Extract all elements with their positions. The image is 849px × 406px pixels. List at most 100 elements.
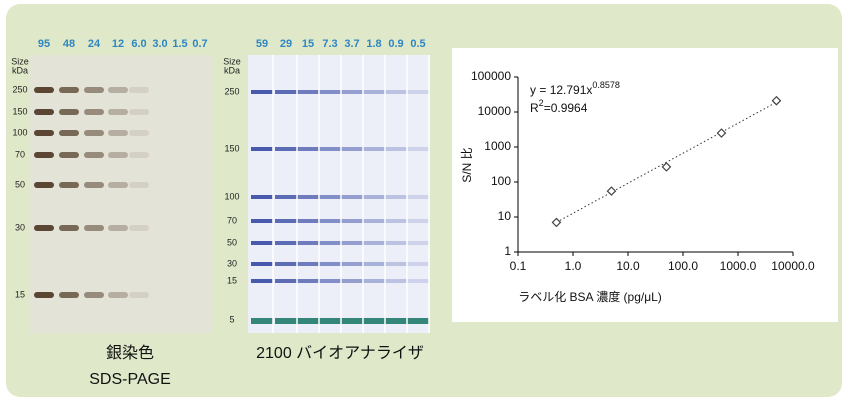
gel-band	[385, 279, 407, 283]
gel-band	[84, 182, 104, 188]
gel-band	[251, 195, 273, 199]
lane-label: 7.3	[322, 38, 337, 50]
gel-band	[297, 262, 319, 266]
gel-band	[385, 241, 407, 245]
gel-band	[251, 279, 273, 283]
gel-band	[319, 318, 341, 324]
size-label: 50	[227, 237, 237, 247]
gel-band	[363, 279, 385, 283]
size-label: 30	[15, 222, 25, 232]
equation-part: =	[544, 101, 551, 115]
size-label: 70	[227, 215, 237, 225]
equation-part: 0.8578	[592, 80, 620, 90]
gel-band	[297, 147, 319, 151]
gel-band	[251, 147, 273, 151]
gel-band	[108, 109, 128, 115]
gel-band	[59, 292, 79, 298]
gel-band	[251, 318, 273, 324]
gel-band	[363, 147, 385, 151]
gel-band	[59, 130, 79, 136]
gel-band	[297, 90, 319, 94]
gel-band	[341, 90, 363, 94]
size-label: 5	[229, 314, 234, 324]
y-tick-label: 10	[498, 209, 512, 223]
gel-band	[319, 219, 341, 223]
gel-band	[385, 318, 407, 324]
gel-band	[129, 152, 149, 158]
gel-band	[251, 90, 273, 94]
gel-band	[84, 292, 104, 298]
x-tick-label: 10.0	[616, 259, 640, 273]
equation-part: 12.791	[550, 83, 587, 97]
lane-label: 6.0	[131, 38, 146, 50]
gel-band	[275, 90, 297, 94]
gel-band	[34, 87, 54, 93]
gel-band	[341, 262, 363, 266]
gel-band	[84, 152, 104, 158]
y-tick-label: 10000	[478, 104, 512, 118]
gel-band	[407, 262, 429, 266]
gel-band	[319, 241, 341, 245]
lane-label: 0.5	[410, 38, 425, 50]
gel-band	[297, 219, 319, 223]
size-header: kDa	[12, 65, 28, 75]
gel-band	[341, 241, 363, 245]
gel-band	[129, 292, 149, 298]
size-label: 70	[15, 149, 25, 159]
gel-band	[34, 225, 54, 231]
gel-band	[319, 262, 341, 266]
gel-band	[59, 87, 79, 93]
size-label: 30	[227, 258, 237, 268]
gel-band	[59, 182, 79, 188]
x-tick-label: 0.1	[510, 259, 527, 273]
gel-band	[59, 152, 79, 158]
size-label: 150	[224, 143, 239, 153]
gel-band	[319, 90, 341, 94]
gel-band	[407, 147, 429, 151]
gel-band	[407, 195, 429, 199]
gel-band	[275, 195, 297, 199]
gel-band	[297, 279, 319, 283]
lane-label: 0.9	[388, 38, 403, 50]
lane-label: 0.7	[192, 38, 207, 50]
lane-label: 3.0	[152, 38, 167, 50]
gel-band	[385, 262, 407, 266]
gel-band	[363, 90, 385, 94]
lane-label: 24	[88, 38, 101, 50]
gel-band	[108, 152, 128, 158]
gel-band	[319, 279, 341, 283]
gel-band	[251, 262, 273, 266]
x-tick-label: 10000.0	[771, 259, 815, 273]
gel-bioanalyzer	[248, 55, 430, 333]
gel-band	[341, 195, 363, 199]
gel-band	[129, 225, 149, 231]
gel-band	[129, 182, 149, 188]
gel-caption: 銀染色	[106, 344, 154, 362]
gel-band	[129, 109, 149, 115]
gel-band	[84, 109, 104, 115]
x-tick-label: 1.0	[565, 259, 582, 273]
gel-band	[385, 195, 407, 199]
gel-band	[275, 318, 297, 324]
gel-band	[84, 130, 104, 136]
gel-band	[108, 87, 128, 93]
gel-silver	[30, 55, 212, 333]
gel-band	[363, 262, 385, 266]
gel-band	[108, 130, 128, 136]
gel-band	[275, 262, 297, 266]
gel-band	[341, 219, 363, 223]
gel-band	[108, 292, 128, 298]
gel-band	[363, 318, 385, 324]
gel-band	[275, 219, 297, 223]
gel-band	[129, 87, 149, 93]
x-tick-label: 1000.0	[720, 259, 757, 273]
size-label: 50	[15, 179, 25, 189]
gel-band	[108, 225, 128, 231]
gel-band	[341, 279, 363, 283]
gel-band	[407, 318, 429, 324]
gel-band	[34, 182, 54, 188]
y-tick-label: 1	[504, 244, 511, 258]
gel-band	[385, 219, 407, 223]
gel-band	[341, 147, 363, 151]
gel-band	[407, 279, 429, 283]
